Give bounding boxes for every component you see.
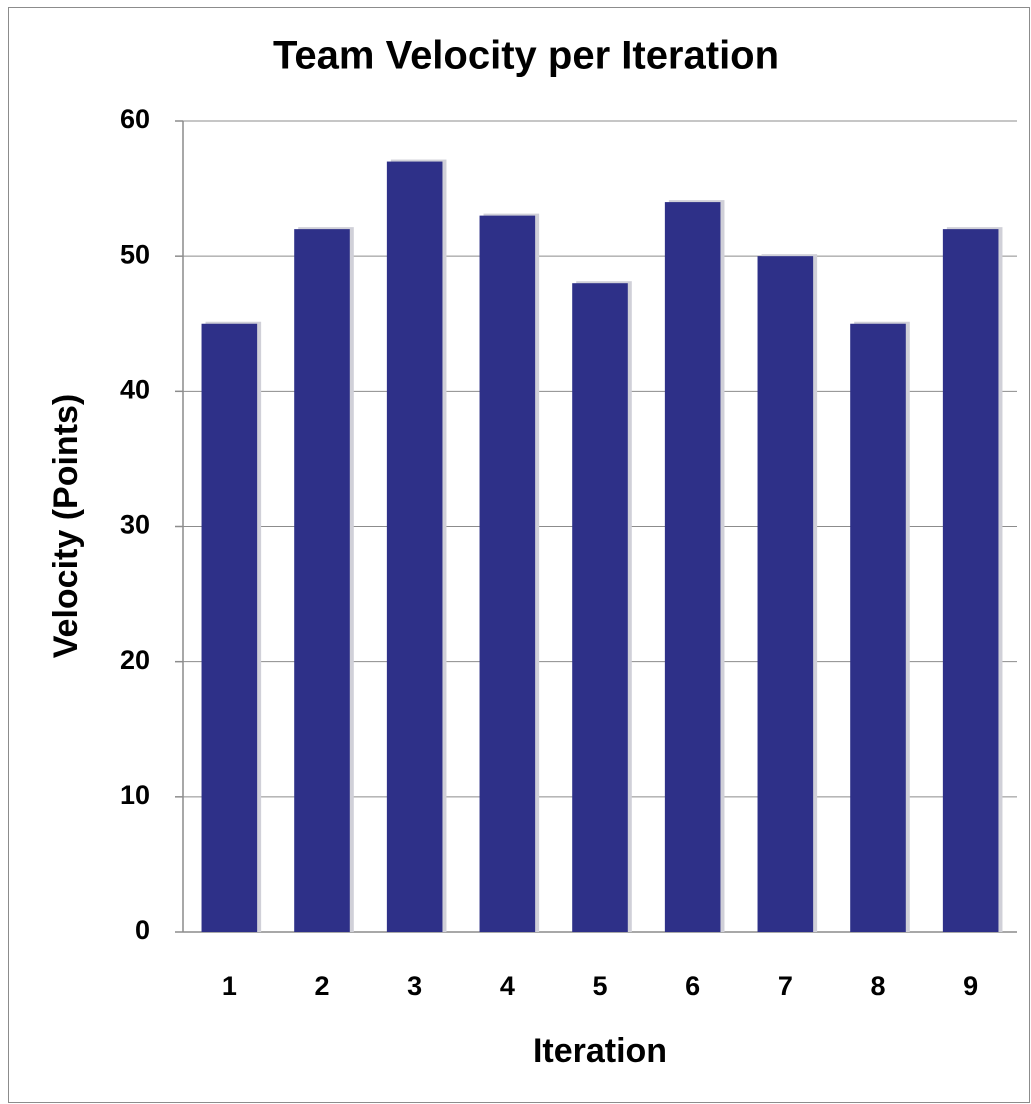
bar: [572, 283, 628, 932]
chart-title: Team Velocity per Iteration: [273, 34, 779, 78]
y-tick-label: 40: [120, 374, 150, 404]
bar: [850, 323, 906, 932]
x-axis-title: Iteration: [533, 1032, 667, 1070]
y-tick-label: 50: [120, 239, 150, 269]
y-tick-label: 30: [120, 510, 150, 540]
x-tick-label: 6: [685, 971, 700, 1001]
x-tick-label: 1: [222, 971, 237, 1001]
y-tick-label: 60: [120, 104, 150, 134]
bar: [201, 323, 258, 932]
x-tick-label: 2: [314, 971, 329, 1001]
x-tick-label: 7: [778, 971, 793, 1001]
x-tick-label: 3: [407, 971, 422, 1001]
x-tick-label: 4: [500, 971, 515, 1001]
y-tick-label: 0: [135, 915, 150, 945]
y-axis-title: Velocity (Points): [47, 394, 85, 659]
bar: [479, 215, 536, 932]
bar: [664, 202, 721, 933]
bar: [386, 161, 443, 933]
y-tick-label: 10: [120, 780, 150, 810]
bar: [942, 229, 999, 933]
x-tick-label: 8: [870, 971, 885, 1001]
x-tick-label: 9: [963, 971, 978, 1001]
bar: [757, 256, 814, 933]
x-tick-label: 5: [592, 971, 607, 1001]
y-tick-label: 20: [120, 645, 150, 675]
bar: [294, 229, 350, 933]
